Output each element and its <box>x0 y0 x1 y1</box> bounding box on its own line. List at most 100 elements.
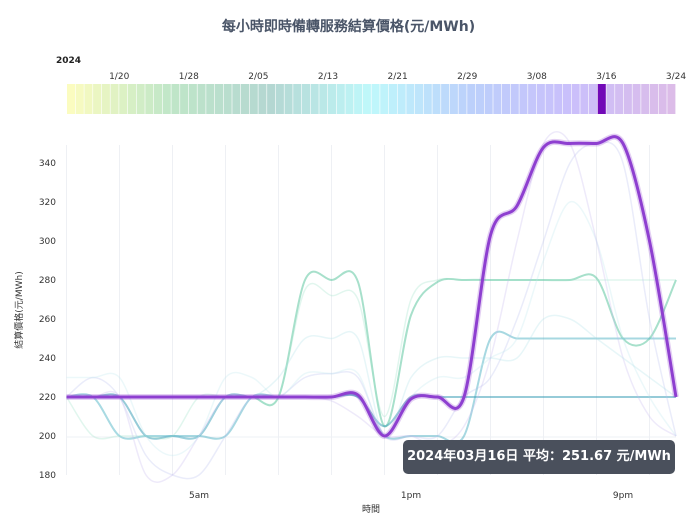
timeline-tick-label: 2/29 <box>457 72 477 82</box>
timeline-day[interactable] <box>589 84 598 114</box>
timeline-day[interactable] <box>162 84 171 114</box>
timeline-day[interactable] <box>484 84 493 114</box>
x-axis-label: 時間 <box>362 504 380 515</box>
timeline-day[interactable] <box>380 84 389 114</box>
timeline-day[interactable] <box>632 84 641 114</box>
timeline-day[interactable] <box>275 84 284 114</box>
timeline-day[interactable] <box>545 84 554 114</box>
timeline-day[interactable] <box>232 84 241 114</box>
series-line[interactable] <box>66 201 677 457</box>
timeline-day[interactable] <box>571 84 580 114</box>
timeline-day[interactable] <box>136 84 145 114</box>
timeline-day[interactable] <box>354 84 363 114</box>
timeline-day[interactable] <box>310 84 319 114</box>
timeline-day[interactable] <box>258 84 267 114</box>
timeline-day[interactable] <box>75 84 84 114</box>
timeline-day[interactable] <box>214 84 223 114</box>
timeline-day[interactable] <box>667 84 676 114</box>
timeline-tick-label: 2/21 <box>387 72 407 82</box>
series-line[interactable] <box>66 314 677 440</box>
timeline-tick-label: 3/16 <box>596 72 616 82</box>
timeline-day[interactable] <box>241 84 250 114</box>
timeline-day[interactable] <box>397 84 406 114</box>
y-tick-label: 280 <box>39 276 56 286</box>
timeline-day[interactable] <box>284 84 293 114</box>
y-tick-label: 200 <box>39 432 56 442</box>
highlight-series-line[interactable] <box>66 135 678 438</box>
y-tick-label: 260 <box>39 315 56 325</box>
timeline-day[interactable] <box>641 84 650 114</box>
timeline-day[interactable] <box>84 84 93 114</box>
series-line[interactable] <box>66 393 677 440</box>
timeline-day[interactable] <box>206 84 215 114</box>
timeline-day[interactable] <box>110 84 119 114</box>
timeline-tick-label: 2/13 <box>318 72 338 82</box>
timeline-day[interactable] <box>127 84 136 114</box>
timeline-day[interactable] <box>362 84 371 114</box>
timeline-day[interactable] <box>423 84 432 114</box>
y-tick-label: 300 <box>39 237 56 247</box>
timeline-tick-label: 2/05 <box>248 72 268 82</box>
timeline-day[interactable] <box>519 84 528 114</box>
timeline-day[interactable] <box>171 84 180 114</box>
timeline-day[interactable] <box>649 84 658 114</box>
timeline-day[interactable] <box>615 84 624 114</box>
timeline-tick-label: 3/08 <box>527 72 547 82</box>
timeline-day[interactable] <box>467 84 476 114</box>
timeline-day[interactable] <box>441 84 450 114</box>
calendar-timeline[interactable]: 1/20 1/28 2/05 2/13 2/21 2/29 3/08 3/16 3/24 <box>67 72 686 114</box>
timeline-day[interactable] <box>562 84 571 114</box>
timeline-day[interactable] <box>536 84 545 114</box>
timeline-day[interactable] <box>458 84 467 114</box>
grid <box>66 145 676 475</box>
timeline-day[interactable] <box>180 84 189 114</box>
timeline-day[interactable] <box>554 84 563 114</box>
timeline-day[interactable] <box>388 84 397 114</box>
timeline-day[interactable] <box>502 84 511 114</box>
timeline-day[interactable] <box>432 84 441 114</box>
timeline-day[interactable] <box>223 84 232 114</box>
timeline-day[interactable] <box>658 84 667 114</box>
timeline-day[interactable] <box>528 84 537 114</box>
timeline-day[interactable] <box>580 84 589 114</box>
timeline-day[interactable] <box>336 84 345 114</box>
timeline-day[interactable] <box>345 84 354 114</box>
timeline-day[interactable] <box>510 84 519 114</box>
timeline-day[interactable] <box>328 84 337 114</box>
timeline-day[interactable] <box>67 84 76 114</box>
timeline-day[interactable] <box>301 84 310 114</box>
timeline-day[interactable] <box>371 84 380 114</box>
timeline-day[interactable] <box>188 84 197 114</box>
timeline-day[interactable] <box>475 84 484 114</box>
timeline-day[interactable] <box>406 84 415 114</box>
timeline-day[interactable] <box>293 84 302 114</box>
tooltip: 2024年03月16日 平均：251.67 元/MWh <box>403 440 675 474</box>
y-tick-label: 180 <box>39 471 56 481</box>
series-line[interactable] <box>66 131 677 483</box>
timeline-day[interactable] <box>93 84 102 114</box>
timeline-day[interactable] <box>319 84 328 114</box>
series-line[interactable] <box>66 270 677 428</box>
timeline-day[interactable] <box>606 84 615 114</box>
timeline-tick-label: 1/20 <box>109 72 129 82</box>
timeline-day[interactable] <box>249 84 258 114</box>
timeline-day[interactable] <box>623 84 632 114</box>
timeline-day-selected[interactable] <box>597 84 606 114</box>
timeline-day[interactable] <box>449 84 458 114</box>
timeline-day[interactable] <box>197 84 206 114</box>
timeline-day[interactable] <box>415 84 424 114</box>
timeline-day[interactable] <box>145 84 154 114</box>
x-tick-label: 1pm <box>401 491 421 501</box>
timeline-day[interactable] <box>154 84 163 114</box>
x-tick-label: 9pm <box>613 491 633 501</box>
x-tick-label: 5am <box>189 491 209 501</box>
series-lines <box>65 131 679 483</box>
y-tick-label: 240 <box>39 354 56 364</box>
timeline-day[interactable] <box>101 84 110 114</box>
timeline-day[interactable] <box>267 84 276 114</box>
timeline-day[interactable] <box>493 84 502 114</box>
timeline-day[interactable] <box>119 84 128 114</box>
series-line[interactable] <box>65 277 677 440</box>
chart-title: 每小時即時備轉服務結算價格(元/MWh) <box>221 19 476 35</box>
axes: 180 200 220 240 260 280 300 320 340 5am 1pm 9pm 時間 結算… <box>13 159 633 515</box>
